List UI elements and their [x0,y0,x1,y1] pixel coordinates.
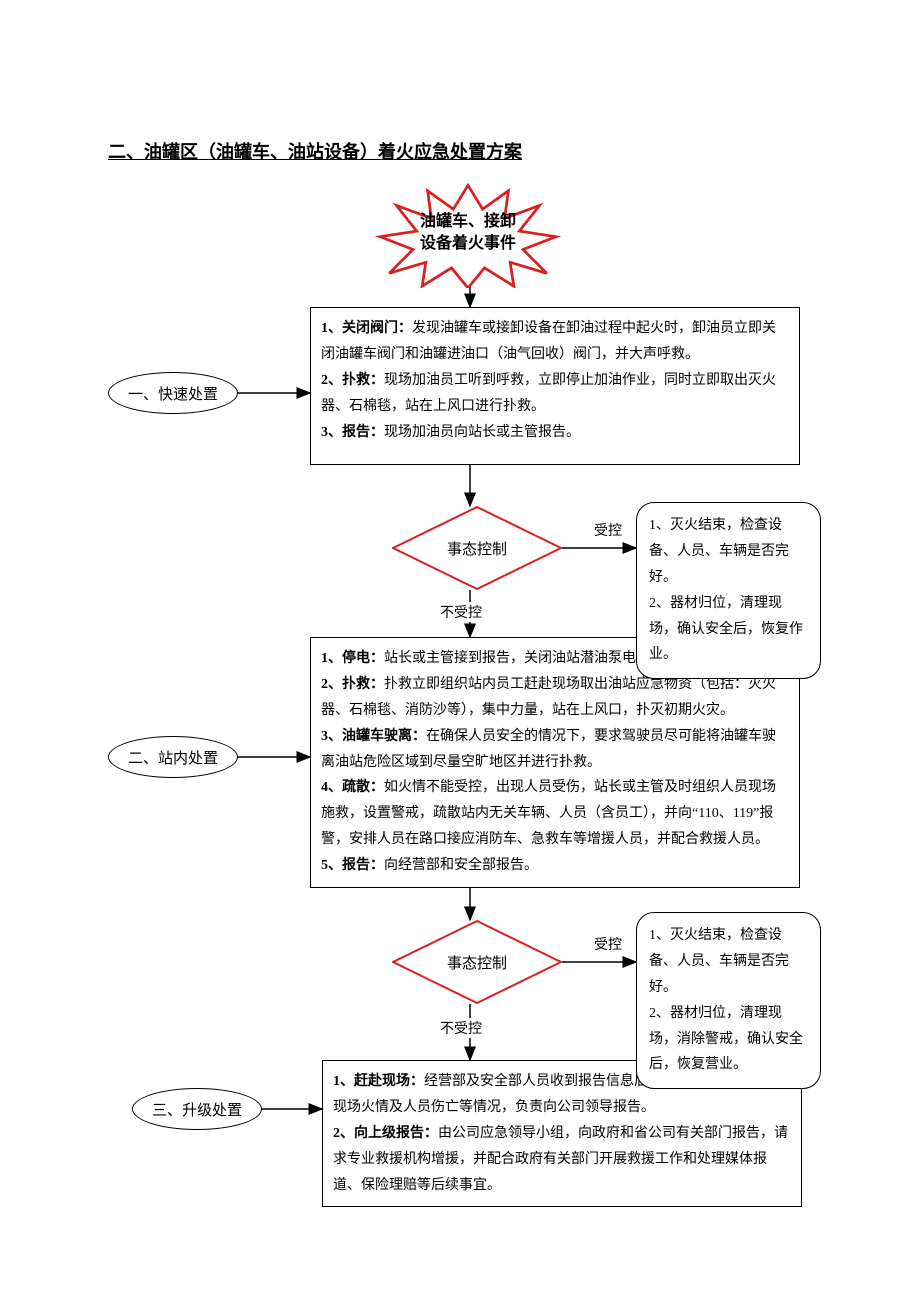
star-line2: 设备着火事件 [420,233,516,255]
star-line1: 油罐车、接卸 [420,211,516,233]
edge-label-3: 不受控 [440,1018,482,1038]
decision-d2: 事态控制 [392,920,562,1004]
stage-s1: 一、快速处置 [108,372,238,414]
decision-d1: 事态控制 [392,506,562,590]
edge-label-2: 受控 [594,934,622,954]
stage-s2: 二、站内处置 [108,736,238,778]
starburst-event: 油罐车、接卸 设备着火事件 [373,178,563,288]
result-box-r1: 1、灭火结束，检查设备、人员、车辆是否完好。2、器材归位，清理现场，确认安全后，… [636,502,821,679]
edge-label-1: 不受控 [440,602,482,622]
result-box-r2: 1、灭火结束，检查设备、人员、车辆是否完好。2、器材归位，清理现场，消除警戒，确… [636,912,821,1089]
process-box-b1: 1、关闭阀门：发现油罐车或接卸设备在卸油过程中起火时，卸油员立即关闭油罐车阀门和… [310,307,800,465]
stage-s3: 三、升级处置 [132,1088,262,1130]
page-title: 二、油罐区（油罐车、油站设备）着火应急处置方案 [108,138,522,164]
edge-label-0: 受控 [594,520,622,540]
flowchart-page: 二、油罐区（油罐车、油站设备）着火应急处置方案 油罐车、接卸 设备着火事件 一、… [0,0,920,1301]
